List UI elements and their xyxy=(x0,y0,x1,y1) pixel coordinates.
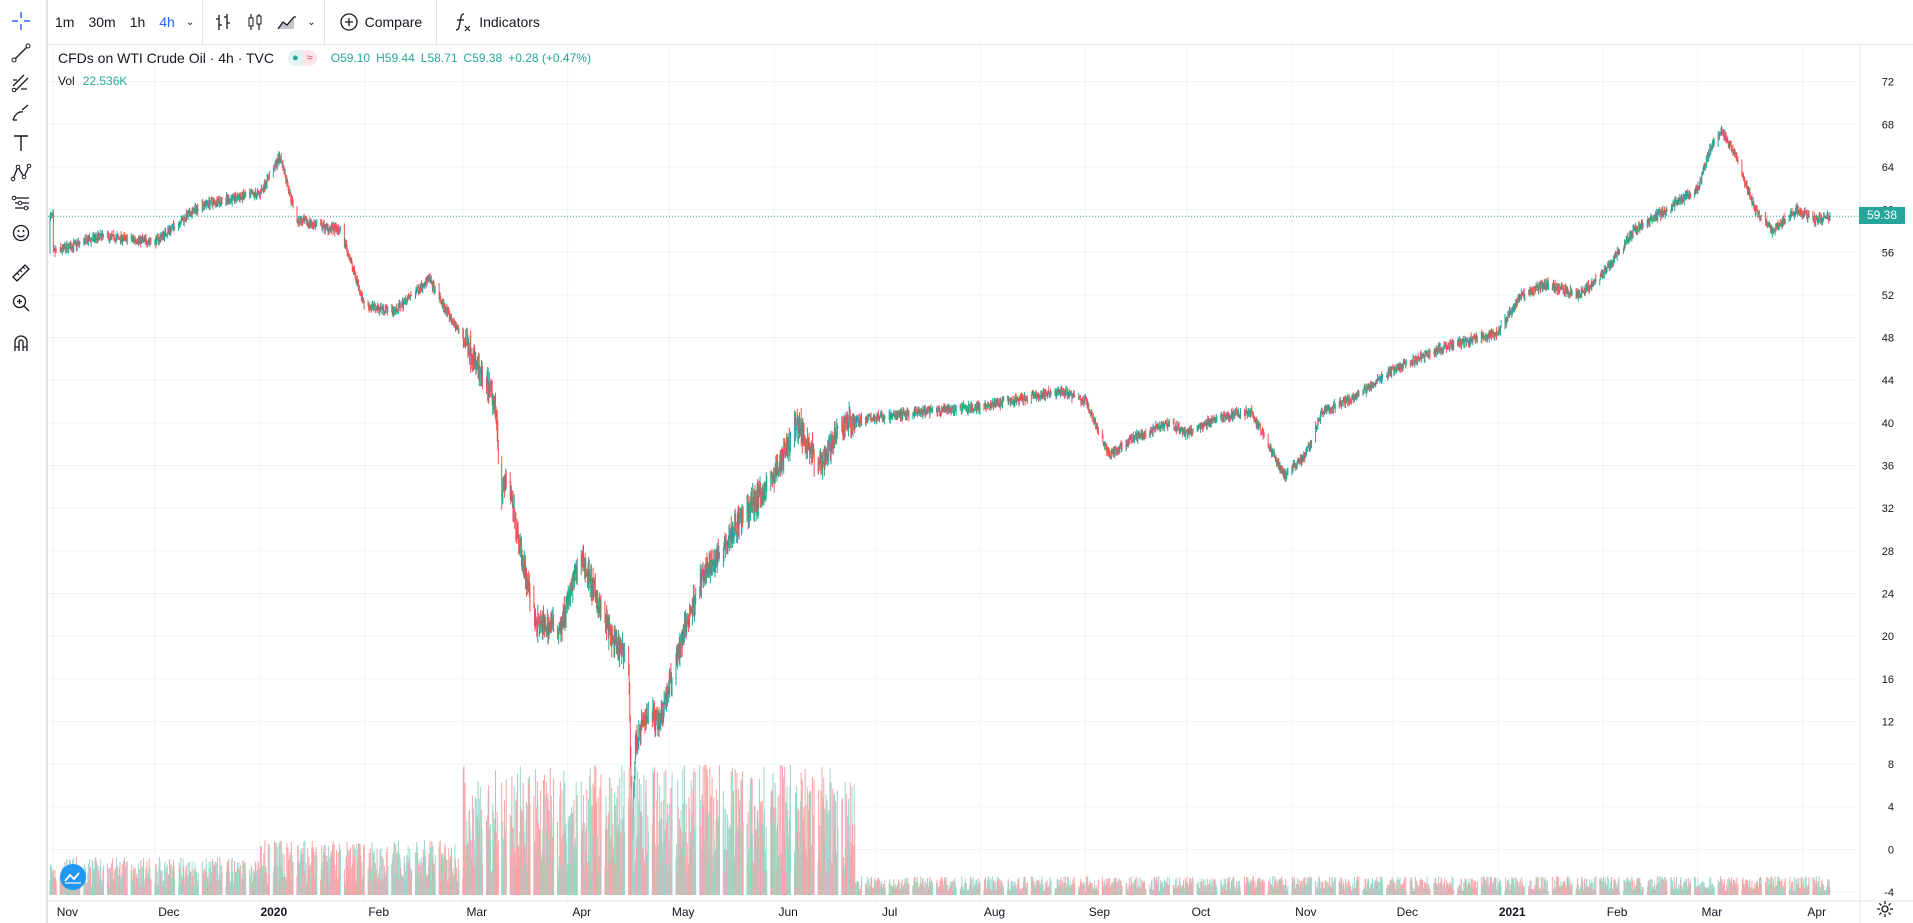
price-tick-label: 52 xyxy=(1882,290,1894,302)
price-tick-label: 72 xyxy=(1882,77,1894,89)
time-tick-label: Feb xyxy=(1607,905,1628,919)
magnet-icon[interactable] xyxy=(6,328,36,358)
toolbar-divider xyxy=(323,0,325,44)
time-tick-label: Apr xyxy=(1807,905,1826,919)
candle-style-icon[interactable] xyxy=(239,0,271,44)
time-tick-label: Sep xyxy=(1089,905,1111,919)
indicators-label: Indicators xyxy=(479,14,540,30)
time-tick-label: Jul xyxy=(882,905,897,919)
price-chart[interactable]: 7672686460565248444036322824201612840-4N… xyxy=(48,45,1913,923)
prediction-icon[interactable] xyxy=(6,188,36,218)
indicators-button[interactable]: Indicators xyxy=(441,0,550,44)
price-tick-label: 76 xyxy=(1882,45,1894,46)
price-tick-label: 36 xyxy=(1882,461,1894,473)
time-tick-label: Dec xyxy=(158,905,179,919)
price-tick-label: 48 xyxy=(1882,333,1894,345)
timeframe-4h[interactable]: 4h xyxy=(159,14,175,30)
zoom-in-icon[interactable] xyxy=(6,288,36,318)
volume-layer xyxy=(49,765,1831,895)
price-tick-label: 28 xyxy=(1882,546,1894,558)
timeframe-30m[interactable]: 30m xyxy=(88,14,116,30)
timeframe-1h[interactable]: 1h xyxy=(129,14,146,30)
price-tick-label: 4 xyxy=(1888,802,1894,814)
time-tick-label: Mar xyxy=(466,905,487,919)
time-tick-label: 2021 xyxy=(1499,905,1526,919)
crosshair-icon[interactable] xyxy=(6,6,36,36)
time-tick-label: Apr xyxy=(572,905,591,919)
emoji-icon[interactable] xyxy=(6,218,36,248)
time-tick-label: Jun xyxy=(778,905,797,919)
function-icon xyxy=(456,13,471,32)
timeframe-dropdown-chevron-icon[interactable]: ⌄ xyxy=(185,16,195,28)
trendline-icon[interactable] xyxy=(6,38,36,68)
time-tick-label: 2020 xyxy=(260,905,287,919)
time-tick-label: Dec xyxy=(1397,905,1418,919)
candles-layer xyxy=(49,125,1831,867)
price-tick-label: 8 xyxy=(1888,759,1894,771)
price-tick-label: 64 xyxy=(1882,162,1894,174)
area-style-icon[interactable] xyxy=(271,0,303,44)
top-toolbar: 1m 30m 1h 4h ⌄ ⌄ Compare Indicators xyxy=(48,0,1913,45)
time-tick-label: May xyxy=(672,905,695,919)
price-tick-label: 20 xyxy=(1882,631,1894,643)
chart-style-dropdown-chevron-icon[interactable]: ⌄ xyxy=(307,16,316,28)
ruler-icon[interactable] xyxy=(6,258,36,288)
timeframe-1m[interactable]: 1m xyxy=(55,14,75,30)
plus-circle-icon xyxy=(339,13,358,31)
time-tick-label: Aug xyxy=(984,905,1005,919)
time-tick-label: Mar xyxy=(1702,905,1723,919)
toolbar-divider xyxy=(436,0,438,44)
time-tick-label: Nov xyxy=(1295,905,1316,919)
price-tick-label: 56 xyxy=(1882,247,1894,259)
drawing-toolbar xyxy=(0,0,48,923)
toolbar-divider xyxy=(202,0,204,44)
time-tick-label: Oct xyxy=(1192,905,1211,919)
price-tick-label: 16 xyxy=(1882,674,1894,686)
price-tick-label: 32 xyxy=(1882,503,1894,515)
price-tick-label: 24 xyxy=(1882,588,1894,600)
fib-icon[interactable] xyxy=(6,68,36,98)
price-tick-label: 44 xyxy=(1882,375,1894,387)
price-tick-label: -4 xyxy=(1884,887,1894,899)
price-tick-label: 12 xyxy=(1882,716,1894,728)
price-tick-label: 68 xyxy=(1882,119,1894,131)
pattern-icon[interactable] xyxy=(6,158,36,188)
bar-style-icon[interactable] xyxy=(207,0,239,44)
time-tick-label: Nov xyxy=(57,905,78,919)
price-tick-label: 40 xyxy=(1882,418,1894,430)
compare-button[interactable]: Compare xyxy=(329,0,433,44)
price-tick-label: 0 xyxy=(1888,844,1894,856)
text-icon[interactable] xyxy=(6,128,36,158)
chart-pane[interactable]: 7672686460565248444036322824201612840-4N… xyxy=(48,45,1913,923)
time-tick-label: Feb xyxy=(368,905,389,919)
compare-label: Compare xyxy=(364,14,423,30)
brush-icon[interactable] xyxy=(6,98,36,128)
